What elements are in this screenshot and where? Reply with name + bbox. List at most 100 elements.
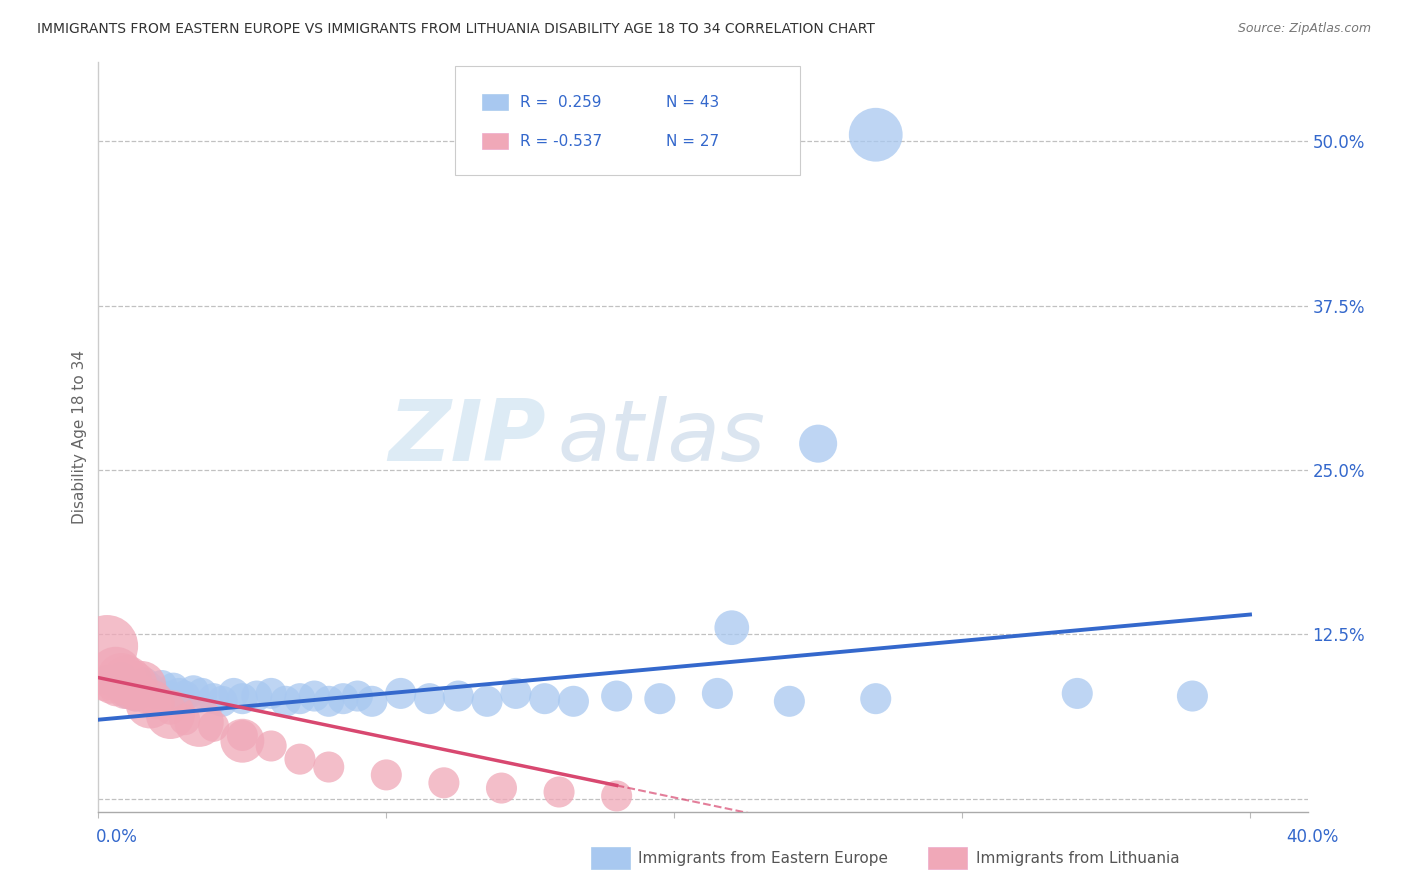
Point — [96, 673, 118, 688]
Point — [98, 673, 121, 688]
Point — [101, 676, 124, 690]
Text: Source: ZipAtlas.com: Source: ZipAtlas.com — [1237, 22, 1371, 36]
Text: R =  0.259: R = 0.259 — [520, 95, 602, 110]
Point — [231, 691, 253, 706]
Point — [778, 694, 800, 708]
Text: R = -0.537: R = -0.537 — [520, 134, 603, 149]
Point — [107, 679, 129, 693]
Point — [418, 691, 440, 706]
Point — [260, 686, 283, 700]
Point — [104, 676, 127, 690]
Point — [222, 686, 245, 700]
Point — [110, 671, 132, 685]
Point — [167, 686, 190, 700]
Point — [131, 683, 153, 698]
Point — [156, 689, 179, 703]
Point — [346, 689, 368, 703]
Point — [115, 680, 138, 694]
Point — [104, 683, 127, 698]
Point — [389, 686, 412, 700]
Point — [93, 673, 115, 688]
Point — [191, 686, 214, 700]
Point — [332, 691, 354, 706]
Point — [125, 689, 148, 703]
Point — [139, 697, 162, 711]
Point — [1066, 686, 1088, 700]
Point — [274, 694, 297, 708]
Point — [183, 683, 205, 698]
Point — [606, 689, 628, 703]
Point — [491, 780, 513, 795]
Point — [202, 691, 225, 706]
Point — [134, 676, 156, 690]
Point — [475, 694, 498, 708]
Text: Immigrants from Eastern Europe: Immigrants from Eastern Europe — [638, 851, 889, 865]
Point — [188, 715, 211, 730]
Point — [246, 689, 269, 703]
Point — [112, 686, 135, 700]
Point — [122, 686, 145, 700]
Y-axis label: Disability Age 18 to 34: Disability Age 18 to 34 — [72, 350, 87, 524]
Text: Immigrants from Lithuania: Immigrants from Lithuania — [976, 851, 1180, 865]
Point — [110, 681, 132, 695]
Point — [606, 789, 628, 803]
Point — [162, 681, 184, 695]
Point — [231, 729, 253, 743]
Point — [304, 689, 326, 703]
Point — [260, 739, 283, 753]
Point — [433, 776, 456, 790]
FancyBboxPatch shape — [482, 133, 509, 149]
Point — [173, 713, 195, 727]
Point — [533, 691, 555, 706]
Point — [505, 686, 527, 700]
Point — [318, 760, 340, 774]
Point — [120, 683, 142, 698]
Point — [104, 666, 127, 681]
Point — [648, 691, 671, 706]
Point — [131, 683, 153, 698]
Point — [125, 689, 148, 703]
Point — [211, 694, 233, 708]
Point — [865, 691, 887, 706]
Point — [150, 679, 173, 693]
Point — [145, 686, 167, 700]
Point — [139, 681, 162, 695]
Text: N = 43: N = 43 — [665, 95, 718, 110]
Point — [361, 694, 384, 708]
Point — [159, 702, 181, 716]
Text: N = 27: N = 27 — [665, 134, 718, 149]
Point — [93, 679, 115, 693]
Text: IMMIGRANTS FROM EASTERN EUROPE VS IMMIGRANTS FROM LITHUANIA DISABILITY AGE 18 TO: IMMIGRANTS FROM EASTERN EUROPE VS IMMIGR… — [37, 22, 875, 37]
Point — [145, 697, 167, 711]
Point — [288, 691, 311, 706]
Text: 0.0%: 0.0% — [96, 828, 138, 846]
Point — [447, 689, 470, 703]
Point — [318, 694, 340, 708]
Point — [231, 733, 253, 747]
Point — [136, 691, 159, 706]
Point — [98, 681, 121, 695]
Point — [115, 673, 138, 688]
Point — [720, 621, 742, 635]
Point — [865, 128, 887, 142]
Point — [96, 639, 118, 653]
Point — [131, 679, 153, 693]
Point — [548, 785, 571, 799]
Point — [159, 707, 181, 722]
Point — [110, 671, 132, 685]
Point — [173, 689, 195, 703]
Point — [375, 768, 398, 782]
Point — [288, 752, 311, 766]
Text: ZIP: ZIP — [388, 395, 546, 479]
Point — [115, 686, 138, 700]
Point — [122, 679, 145, 693]
Text: atlas: atlas — [558, 395, 766, 479]
Point — [807, 436, 830, 450]
Point — [107, 679, 129, 693]
Point — [706, 686, 728, 700]
Point — [562, 694, 585, 708]
Point — [202, 719, 225, 733]
FancyBboxPatch shape — [456, 66, 800, 175]
FancyBboxPatch shape — [482, 94, 509, 111]
Point — [1181, 689, 1204, 703]
